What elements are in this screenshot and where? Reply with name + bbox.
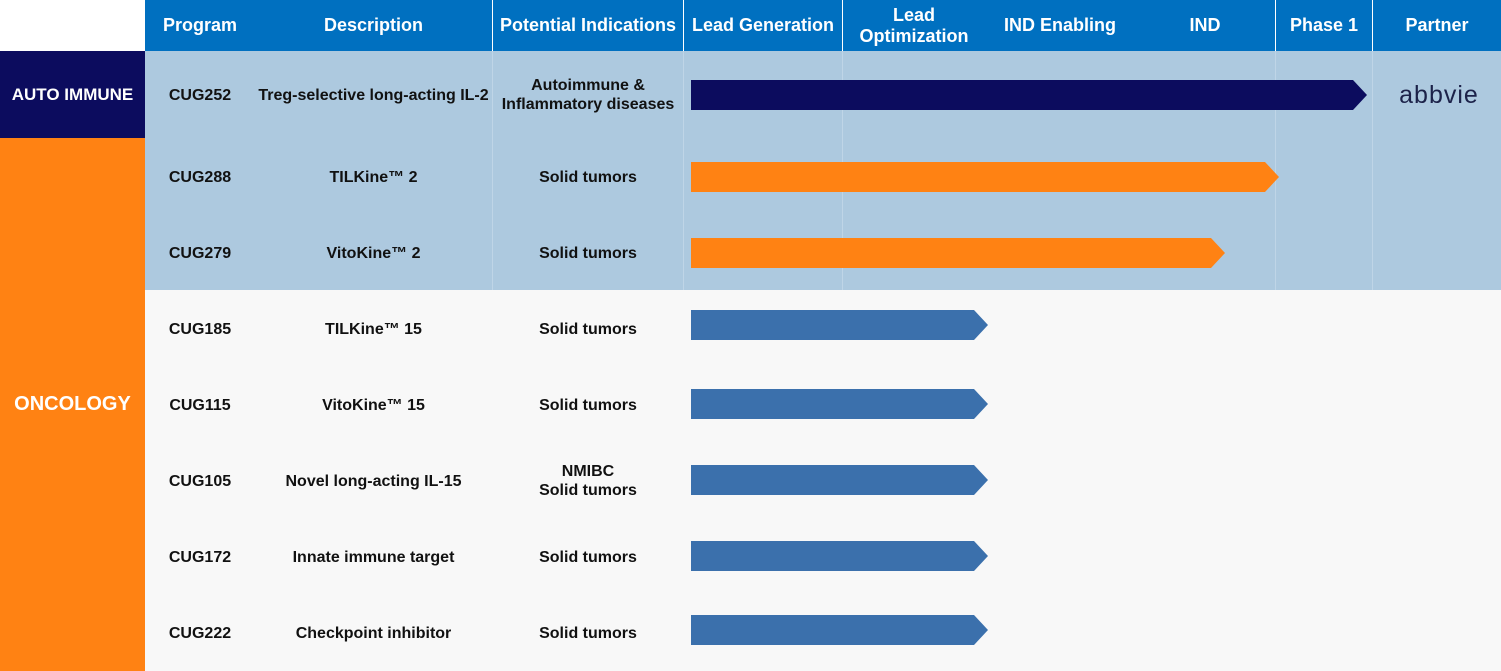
header-divider xyxy=(842,0,843,51)
description-cell: VitoKine™ 15 xyxy=(322,396,425,414)
header-partner: Partner xyxy=(1405,15,1469,35)
header-phase-1: Phase 1 xyxy=(1289,15,1359,35)
description-cell: Checkpoint inhibitor xyxy=(295,624,452,642)
program-cell: CUG288 xyxy=(168,168,232,186)
description-cell: Innate immune target xyxy=(292,548,455,566)
indications-cell: Solid tumors xyxy=(493,310,683,348)
description-cell: TILKine™ 15 xyxy=(325,320,422,338)
program-cell: CUG105 xyxy=(168,472,232,490)
category-oncology: ONCOLOGY xyxy=(0,138,145,671)
column-divider xyxy=(1372,51,1373,290)
header-divider xyxy=(1372,0,1373,51)
column-divider xyxy=(492,51,493,290)
indications-line: Solid tumors xyxy=(539,396,637,414)
indications-cell: Solid tumors xyxy=(493,234,683,272)
column-divider xyxy=(683,51,684,290)
progress-arrow xyxy=(691,389,988,419)
progress-arrow xyxy=(691,465,988,495)
progress-arrow xyxy=(691,238,1225,268)
description-cell: TILKine™ 2 xyxy=(329,168,418,186)
column-divider xyxy=(1275,51,1276,290)
header-ind: IND xyxy=(1189,15,1221,35)
indications-cell: NMIBC Solid tumors xyxy=(493,462,683,500)
header-lead-optimization-line2: Optimization xyxy=(859,25,969,46)
program-cell: CUG185 xyxy=(168,320,232,338)
header-potential-indications: Potential Indications xyxy=(499,15,677,35)
header-divider xyxy=(683,0,684,51)
indications-cell: Autoimmune & Inflammatory diseases xyxy=(493,76,683,114)
progress-arrow xyxy=(691,310,988,340)
header-ind-enabling: IND Enabling xyxy=(1004,15,1116,35)
description-cell: VitoKine™ 2 xyxy=(326,244,421,262)
header-lead-optimization-line1: Lead xyxy=(892,4,935,25)
indications-line: Solid tumors xyxy=(539,482,637,499)
indications-cell: Solid tumors xyxy=(493,614,683,652)
program-cell: CUG172 xyxy=(168,548,232,566)
program-cell: CUG222 xyxy=(168,624,232,642)
indications-cell: Solid tumors xyxy=(493,538,683,576)
indications-line: Autoimmune & xyxy=(531,77,645,94)
header-lead-optimization: Lead Optimization xyxy=(843,0,985,51)
header-program: Program xyxy=(162,15,238,35)
indications-line: NMIBC xyxy=(561,463,615,480)
indications-line: Solid tumors xyxy=(539,244,637,262)
description-cell: Treg-selective long-acting IL-2 xyxy=(258,86,489,104)
header-description: Description xyxy=(323,15,424,35)
indications-cell: Solid tumors xyxy=(493,386,683,424)
program-cell: CUG279 xyxy=(168,244,232,262)
progress-arrow xyxy=(691,541,988,571)
partner-logo-abbvie: abbvie xyxy=(1399,80,1479,109)
header-divider xyxy=(492,0,493,51)
program-cell: CUG252 xyxy=(168,86,232,104)
pipeline-header: Program Description Potential Indication… xyxy=(145,0,1501,51)
indications-line: Solid tumors xyxy=(539,168,637,186)
category-auto-immune: AUTO IMMUNE xyxy=(0,51,145,138)
header-divider xyxy=(1275,0,1276,51)
progress-arrow xyxy=(691,80,1367,110)
indications-line: Inflammatory diseases xyxy=(501,96,675,113)
indications-cell: Solid tumors xyxy=(493,158,683,196)
progress-arrow xyxy=(691,615,988,645)
description-cell: Novel long-acting IL-15 xyxy=(285,472,462,490)
progress-arrow xyxy=(691,162,1279,192)
indications-line: Solid tumors xyxy=(539,624,637,642)
indications-line: Solid tumors xyxy=(539,320,637,338)
header-lead-generation: Lead Generation xyxy=(691,15,835,35)
program-cell: CUG115 xyxy=(169,396,231,414)
indications-line: Solid tumors xyxy=(539,548,637,566)
